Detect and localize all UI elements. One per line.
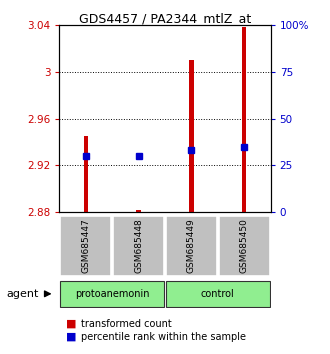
Text: percentile rank within the sample: percentile rank within the sample <box>81 332 246 342</box>
Text: GSM685450: GSM685450 <box>240 218 249 274</box>
Bar <box>189 60 193 212</box>
Bar <box>219 216 270 276</box>
Text: agent: agent <box>7 289 39 299</box>
Text: GDS4457 / PA2344_mtlZ_at: GDS4457 / PA2344_mtlZ_at <box>79 12 251 25</box>
Text: GSM685447: GSM685447 <box>81 219 90 273</box>
Bar <box>60 216 111 276</box>
Bar <box>166 281 270 307</box>
Bar <box>166 216 217 276</box>
Bar <box>242 27 246 212</box>
Text: control: control <box>201 289 235 299</box>
Bar <box>113 216 164 276</box>
Text: GSM685449: GSM685449 <box>187 219 196 273</box>
Text: GSM685448: GSM685448 <box>134 219 143 273</box>
Bar <box>84 136 88 212</box>
Text: transformed count: transformed count <box>81 319 172 329</box>
Bar <box>60 281 164 307</box>
Bar <box>137 210 141 212</box>
Text: ■: ■ <box>66 319 77 329</box>
Text: ■: ■ <box>66 332 77 342</box>
Text: protoanemonin: protoanemonin <box>75 289 149 299</box>
